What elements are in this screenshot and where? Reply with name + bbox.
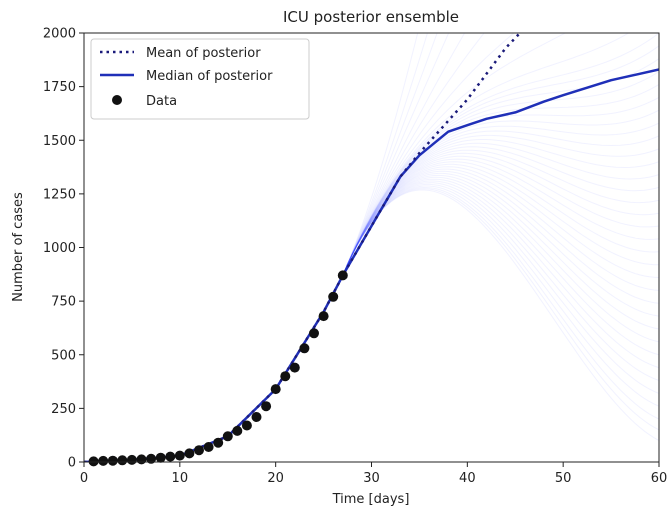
data-point <box>299 343 310 354</box>
x-axis: 0 10 20 30 40 50 60 <box>80 462 667 486</box>
x-axis-label: Time [days] <box>332 492 410 507</box>
ensemble-trajectory <box>342 189 659 442</box>
data-point <box>251 412 262 422</box>
ensemble-trajectory <box>342 33 567 276</box>
data-point <box>184 448 195 459</box>
ensemble-trajectory <box>342 183 659 394</box>
ensemble-trajectory <box>342 178 659 356</box>
data-point <box>88 456 99 467</box>
data-point <box>213 437 224 448</box>
ensemble-trajectory <box>342 166 659 278</box>
data-point <box>107 455 118 466</box>
ensemble-trajectory <box>342 188 659 431</box>
data-point <box>241 420 252 431</box>
data-point <box>155 452 166 463</box>
x-tick-label: 60 <box>651 471 668 486</box>
y-tick-label: 500 <box>51 348 76 363</box>
data-point <box>280 371 291 382</box>
y-tick-label: 750 <box>51 295 76 310</box>
x-tick-label: 0 <box>80 471 88 486</box>
ensemble-trajectory <box>342 186 659 420</box>
ensemble-trajectory <box>342 185 659 407</box>
data-point <box>261 401 272 412</box>
ensemble-trajectory <box>342 33 485 276</box>
data-point <box>328 291 339 302</box>
data-point <box>98 455 109 466</box>
ensemble-trajectory <box>342 33 630 276</box>
ensemble-trajectory <box>342 158 659 276</box>
data-point <box>126 454 137 465</box>
data-point <box>136 454 147 465</box>
median-line <box>84 68 659 462</box>
ensemble-trajectory <box>342 163 659 276</box>
ensemble-trajectory <box>342 168 659 291</box>
ensemble-trajectory <box>342 134 659 276</box>
y-axis: 0 250 500 750 1000 1250 1500 1750 2000 <box>43 27 84 471</box>
ensemble-trajectory <box>342 33 428 276</box>
data-point <box>117 455 128 466</box>
legend-box <box>90 38 310 120</box>
x-tick-label: 50 <box>555 471 572 486</box>
y-tick-label: 1000 <box>43 241 76 256</box>
ensemble-trajectory <box>342 33 450 276</box>
data-point <box>289 362 300 373</box>
data-point <box>222 431 233 442</box>
ensemble-trajectory <box>342 33 515 276</box>
ensemble-trajectory <box>342 33 466 276</box>
x-tick-label: 30 <box>363 471 380 486</box>
ensemble-trajectory <box>342 33 438 276</box>
ensemble-trajectory <box>342 180 659 369</box>
data-point <box>203 442 214 452</box>
ensemble-trajectory <box>342 122 659 276</box>
data-point <box>270 384 281 395</box>
ensemble-trajectory <box>342 155 659 276</box>
data-point <box>174 450 185 461</box>
data-point <box>309 328 319 339</box>
y-tick-label: 2000 <box>43 27 76 42</box>
legend-data-label: Data <box>146 94 177 109</box>
chart-title: ICU posterior ensemble <box>283 8 459 26</box>
data-point <box>194 445 204 456</box>
data-layer <box>88 270 348 467</box>
ensemble-trajectory <box>342 182 659 381</box>
ensemble-trajectory <box>342 172 659 317</box>
ensemble-trajectory <box>342 45 659 276</box>
ensemble-trajectory <box>342 33 659 276</box>
ensemble-trajectory <box>342 161 659 276</box>
y-tick-label: 1250 <box>43 187 76 202</box>
x-tick-label: 40 <box>459 471 476 486</box>
ensemble-trajectory <box>342 174 659 330</box>
ensemble-trajectory <box>342 71 659 276</box>
legend-median-label: Median of posterior <box>146 69 273 84</box>
ensemble-trajectory <box>342 33 419 276</box>
legend-mean-label: Mean of posterior <box>146 46 261 61</box>
x-tick-label: 20 <box>267 471 284 486</box>
ensemble-trajectory <box>342 170 659 304</box>
data-point <box>337 270 348 281</box>
y-tick-label: 1750 <box>43 80 76 95</box>
data-point <box>232 425 243 436</box>
ensemble-trajectory <box>342 176 659 343</box>
data-point <box>318 311 329 322</box>
ensemble-trajectory <box>342 109 659 276</box>
ensemble-trajectory <box>342 84 659 276</box>
legend: Mean of posterior Median of posterior Da… <box>90 38 310 120</box>
legend-data-swatch <box>112 95 122 105</box>
y-tick-label: 0 <box>68 456 76 471</box>
data-point <box>165 451 176 462</box>
x-tick-label: 10 <box>172 471 189 486</box>
y-tick-label: 1500 <box>43 134 76 149</box>
y-axis-label: Number of cases <box>11 192 26 302</box>
y-tick-label: 250 <box>51 402 76 417</box>
data-point <box>146 453 157 464</box>
ensemble-layer <box>342 33 659 442</box>
